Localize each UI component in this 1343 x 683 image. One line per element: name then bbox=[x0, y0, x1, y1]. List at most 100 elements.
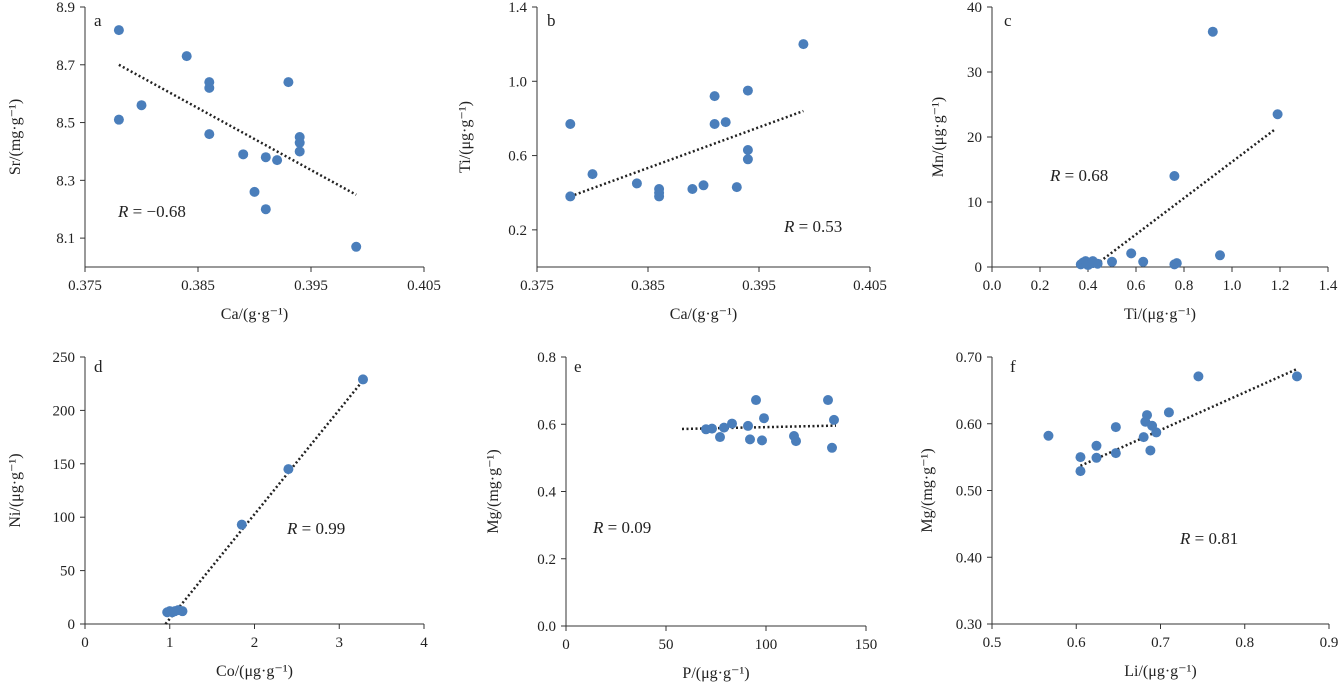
y-axis-label: Mg/(mg·g⁻¹) bbox=[919, 448, 936, 532]
data-point bbox=[1215, 250, 1225, 261]
data-point bbox=[283, 77, 294, 88]
data-point bbox=[1291, 371, 1302, 382]
y-tick-label: 0.4 bbox=[537, 485, 556, 501]
data-point bbox=[829, 414, 839, 425]
data-point bbox=[731, 182, 742, 193]
y-axis-label: Sr/(mg·g⁻¹) bbox=[7, 99, 24, 175]
data-point bbox=[751, 395, 761, 406]
panel-d: 0 1 2 3 4 0 50 100 150 200 250 Co/(μg·g⁻¹) Ni/(μg·g⁻… bbox=[7, 350, 428, 680]
x-tick-label: 1.0 bbox=[1223, 278, 1242, 294]
data-point bbox=[1043, 430, 1054, 441]
x-tick-label: 0.405 bbox=[853, 278, 887, 294]
data-point bbox=[351, 241, 362, 252]
data-point bbox=[1110, 448, 1121, 459]
data-point bbox=[742, 154, 753, 165]
data-point bbox=[742, 145, 753, 155]
data-point bbox=[1151, 427, 1162, 438]
y-axis-label: Mg/(mg·g⁻¹) bbox=[485, 449, 502, 533]
y-tick-label: 8.5 bbox=[56, 116, 75, 132]
trend-line bbox=[1092, 128, 1276, 268]
data-point bbox=[565, 191, 576, 202]
data-point bbox=[798, 39, 809, 50]
data-point bbox=[565, 119, 576, 129]
trend-line bbox=[164, 379, 364, 625]
y-tick-label: 0.50 bbox=[956, 484, 982, 500]
x-tick-label: 4 bbox=[420, 635, 428, 651]
x-axis-label: Co/(μg·g⁻¹) bbox=[216, 663, 293, 680]
data-point bbox=[1138, 256, 1149, 267]
x-tick-label: 0.395 bbox=[742, 278, 776, 294]
trend-line bbox=[1079, 367, 1298, 467]
data-point bbox=[698, 180, 709, 191]
x-tick-label: 0.385 bbox=[181, 278, 215, 294]
y-tick-label: 0.60 bbox=[956, 417, 982, 433]
y-tick-label: 0.8 bbox=[537, 350, 556, 366]
data-point bbox=[136, 100, 147, 111]
y-tick-label: 250 bbox=[53, 350, 76, 366]
y-tick-label: 0.70 bbox=[956, 350, 982, 366]
x-axis-label: Ca/(g·g⁻¹) bbox=[221, 306, 288, 323]
x-tick-label: 0.9 bbox=[1320, 635, 1339, 651]
data-point bbox=[1138, 432, 1149, 443]
data-point bbox=[357, 374, 368, 385]
data-point bbox=[1145, 445, 1156, 456]
x-tick-label: 50 bbox=[659, 637, 674, 653]
data-point bbox=[743, 420, 753, 431]
x-tick-label: 0.375 bbox=[68, 278, 102, 294]
x-axis-label: Li/(μg·g⁻¹) bbox=[1124, 663, 1196, 680]
data-point bbox=[1169, 171, 1180, 181]
y-axis-label: Ni/(μg·g⁻¹) bbox=[7, 453, 24, 527]
data-point bbox=[757, 435, 767, 446]
x-tick-label: 0.385 bbox=[631, 278, 665, 294]
data-point bbox=[1092, 258, 1103, 269]
data-point bbox=[113, 25, 124, 36]
data-point bbox=[1107, 256, 1117, 267]
data-point bbox=[1163, 407, 1174, 418]
data-point bbox=[791, 436, 801, 447]
data-point bbox=[631, 178, 642, 189]
trend-line bbox=[569, 109, 804, 198]
data-point bbox=[745, 434, 755, 445]
x-tick-label: 150 bbox=[855, 637, 878, 653]
y-tick-label: 8.7 bbox=[56, 58, 75, 74]
y-tick-label: 150 bbox=[53, 457, 76, 473]
correlation-label: R = 0.09 bbox=[592, 518, 651, 537]
y-tick-label: 20 bbox=[967, 130, 982, 146]
panel-f: 0.5 0.6 0.7 0.8 0.9 0.30 0.40 0.50 0.60 0.70 Li/(μ… bbox=[919, 350, 1338, 680]
y-tick-label: 8.9 bbox=[56, 0, 75, 16]
y-tick-label: 0.40 bbox=[956, 550, 982, 566]
x-tick-label: 0.5 bbox=[983, 635, 1002, 651]
data-point bbox=[719, 422, 729, 433]
data-point bbox=[181, 51, 192, 62]
data-point bbox=[272, 155, 283, 166]
data-point bbox=[1126, 248, 1137, 259]
data-point bbox=[236, 519, 247, 530]
x-tick-label: 0.7 bbox=[1151, 635, 1170, 651]
data-point bbox=[1142, 410, 1153, 421]
x-tick-label: 0.395 bbox=[294, 278, 328, 294]
trend-line bbox=[681, 424, 837, 431]
correlation-label: R = 0.53 bbox=[783, 217, 842, 236]
y-tick-label: 8.1 bbox=[56, 231, 75, 247]
x-axis-label: P/(μg·g⁻¹) bbox=[682, 665, 749, 682]
data-point bbox=[709, 91, 720, 102]
x-tick-label: 1.2 bbox=[1271, 278, 1290, 294]
y-tick-label: 50 bbox=[60, 564, 75, 580]
data-point bbox=[654, 191, 665, 202]
x-tick-label: 0.375 bbox=[520, 278, 554, 294]
data-point bbox=[204, 82, 215, 93]
y-tick-label: 0.6 bbox=[537, 417, 556, 433]
data-point bbox=[260, 204, 271, 215]
y-tick-label: 0.2 bbox=[537, 552, 556, 568]
data-point bbox=[260, 152, 271, 163]
data-point bbox=[707, 423, 717, 434]
data-point bbox=[177, 606, 188, 617]
y-tick-label: 1.0 bbox=[508, 74, 527, 90]
data-point bbox=[249, 186, 260, 197]
data-point bbox=[1091, 452, 1102, 463]
panel-a: 0.375 0.385 0.395 0.405 8.1 8.3 8.5 8.7 8.9 Ca/(g… bbox=[7, 0, 441, 323]
panel-letter: f bbox=[1010, 357, 1016, 376]
data-point bbox=[727, 418, 737, 429]
data-point bbox=[687, 184, 698, 194]
